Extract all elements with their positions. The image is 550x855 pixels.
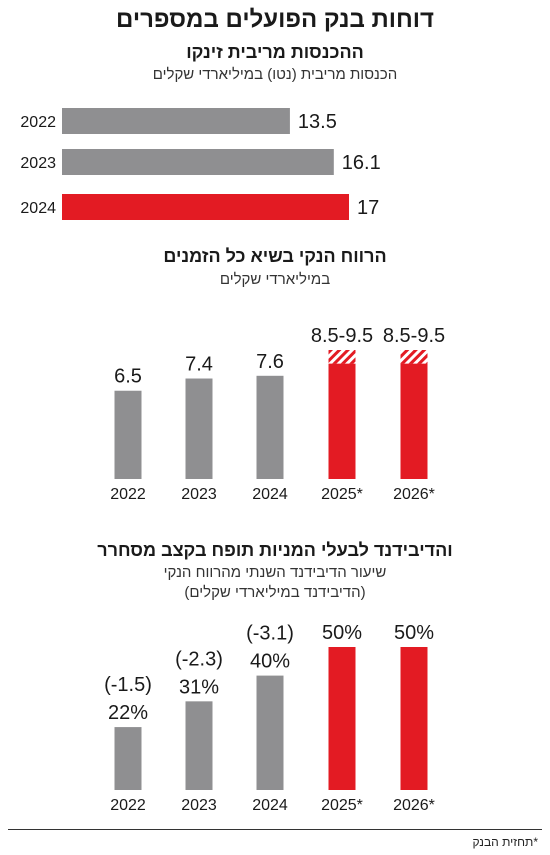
vbar-value-label: 50%: [394, 622, 434, 644]
vbar-2022: [114, 727, 142, 790]
vbar-2023: [185, 378, 213, 479]
vbar-category-label: 2023: [181, 797, 217, 814]
chart3-subtitle: שיעור הדיבידנד השנתי מהרווח הנקי: [163, 564, 387, 581]
chart2-title: הרווח הנקי בשיא כל הזמנים: [163, 246, 387, 266]
vbar-range-2026*: [400, 350, 428, 364]
hbar-category-label: 2023: [20, 155, 56, 172]
chart1-subtitle: הכנסות מריבית (נטו) במיליארדי שקלים: [152, 66, 398, 83]
vbar-value-label: 8.5-9.5: [311, 325, 373, 347]
vbar-2022: [114, 390, 142, 479]
hbar-2022: [62, 108, 290, 134]
hbar-value-label: 13.5: [298, 111, 337, 133]
vbar-category-label: 2024: [252, 486, 288, 503]
vbar-dividend-label: (-3.1): [246, 623, 294, 645]
vbar-2026*: [400, 363, 428, 479]
vbar-value-label: 7.4: [185, 354, 213, 376]
vbar-dividend-label: (-1.5): [104, 674, 152, 696]
hbar-value-label: 17: [357, 197, 379, 219]
vbar-2025*: [328, 647, 356, 790]
vbar-category-label: 2025*: [321, 797, 363, 814]
vbar-2023: [185, 701, 213, 790]
hbar-2024: [62, 194, 349, 220]
vbar-category-label: 2024: [252, 797, 288, 814]
chart1-title: ההכנסות מריבית זינקו: [186, 42, 364, 62]
vbar-range-2025*: [328, 350, 356, 364]
vbar-2026*: [400, 647, 428, 790]
vbar-category-label: 2025*: [321, 486, 363, 503]
vbar-value-label: 31%: [179, 676, 219, 698]
hbar-category-label: 2024: [20, 200, 56, 217]
vbar-value-label: 7.6: [256, 351, 284, 373]
vbar-value-label: 40%: [250, 651, 290, 673]
hbar-category-label: 2022: [20, 114, 56, 131]
chart3-subtitle-2: (הדיבידנד במיליארדי שקלים): [184, 584, 366, 601]
vbar-2024: [256, 675, 284, 790]
vbar-value-label: 6.5: [114, 366, 142, 388]
chart3-title: והדיבידנד לבעלי המניות תופח בקצב מסחרר: [97, 540, 453, 560]
vbar-category-label: 2026*: [393, 486, 435, 503]
main-title: דוחות בנק הפועלים במספרים: [116, 6, 434, 33]
vbar-value-label: 22%: [108, 702, 148, 724]
hbar-value-label: 16.1: [342, 152, 381, 174]
vbar-2024: [256, 375, 284, 479]
vbar-category-label: 2023: [181, 486, 217, 503]
vbar-value-label: 8.5-9.5: [383, 325, 445, 347]
vbar-dividend-label: (-2.3): [175, 648, 223, 670]
vbar-category-label: 2026*: [393, 797, 435, 814]
vbar-value-label: 50%: [322, 622, 362, 644]
vbar-category-label: 2022: [110, 486, 146, 503]
hbar-2023: [62, 149, 334, 175]
footnote: *תחזית הבנק: [472, 835, 538, 849]
footer-divider: [8, 829, 542, 830]
vbar-category-label: 2022: [110, 797, 146, 814]
vbar-2025*: [328, 363, 356, 479]
chart2-subtitle: במיליארדי שקלים: [219, 271, 331, 288]
